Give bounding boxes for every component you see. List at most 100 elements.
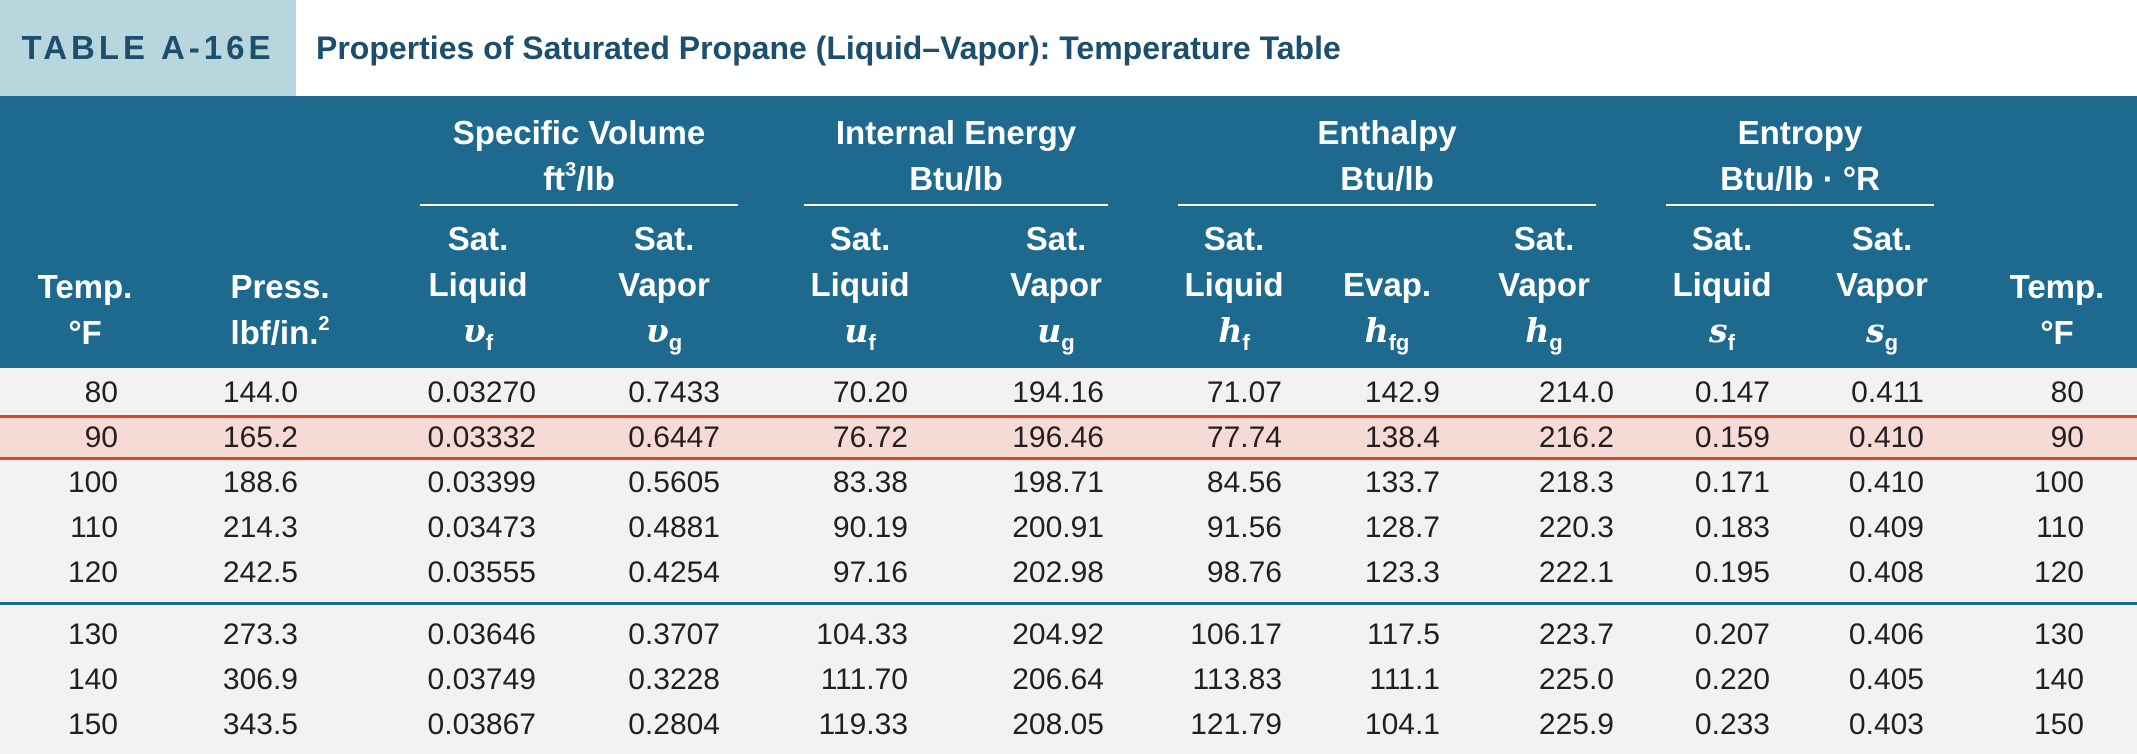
cell-ug: 206.64: [1012, 663, 1104, 696]
table-row: 80 144.0 0.03270 0.7433 70.20 194.16 71.07 142.…: [0, 370, 2137, 415]
cell-vf: 0.03399: [427, 466, 536, 499]
cell-temp: 130: [67, 618, 118, 651]
cell-uf: 83.38: [832, 466, 908, 499]
cell-hfg: 104.1: [1364, 708, 1440, 741]
cell-vg: 0.2804: [628, 708, 720, 741]
cell-ug: 198.71: [1012, 466, 1104, 499]
cell-sg: 0.410: [1848, 466, 1924, 499]
cell-press: 144.0: [222, 376, 298, 409]
cell-hfg: 142.9: [1364, 376, 1440, 409]
cell-hf: 77.74: [1206, 421, 1282, 454]
cell-sf: 0.183: [1694, 511, 1770, 544]
cell-vg: 0.5605: [628, 466, 720, 499]
cell-hf: 91.56: [1206, 511, 1282, 544]
table-row: 120 242.5 0.03555 0.4254 97.16 202.98 98.76 123…: [0, 550, 2137, 595]
header-vg: Sat. Vapor υg: [618, 220, 710, 355]
cell-temp-right: 90: [2050, 421, 2084, 454]
cell-press: 242.5: [222, 556, 298, 589]
group-separator-line: [0, 602, 2137, 605]
cell-hf: 106.17: [1190, 618, 1282, 651]
group-specific-volume: Specific Volume ft3/lb: [452, 114, 706, 197]
cell-press: 273.3: [222, 618, 298, 651]
table-row: 110 214.3 0.03473 0.4881 90.19 200.91 91.56 128…: [0, 505, 2137, 550]
header-temp-right: Temp. °F: [2009, 268, 2105, 351]
header-temp-left: Temp. °F: [37, 268, 133, 351]
cell-hg: 223.7: [1538, 618, 1614, 651]
cell-temp-right: 100: [2033, 466, 2084, 499]
cell-vf: 0.03646: [427, 618, 536, 651]
cell-vf: 0.03270: [427, 376, 536, 409]
cell-temp: 100: [67, 466, 118, 499]
cell-uf: 70.20: [832, 376, 908, 409]
cell-hg: 225.9: [1538, 708, 1614, 741]
cell-hf: 113.83: [1192, 663, 1282, 696]
cell-uf: 76.72: [832, 421, 908, 454]
cell-hg: 218.3: [1538, 466, 1614, 499]
group-line-internal-energy: [804, 204, 1108, 206]
cell-temp-right: 140: [2033, 663, 2084, 696]
header-hfg: Evap. hfg: [1342, 266, 1432, 355]
cell-vg: 0.6447: [628, 421, 720, 454]
table-tag: TABLE A-16E: [0, 0, 296, 96]
cell-sg: 0.410: [1848, 421, 1924, 454]
cell-hg: 214.0: [1538, 376, 1614, 409]
table-row: 90 165.2 0.03332 0.6447 76.72 196.46 77.74 138.…: [0, 415, 2137, 460]
cell-vf: 0.03749: [427, 663, 536, 696]
group-entropy: Entropy Btu/lb · °R: [1720, 114, 1880, 197]
cell-sf: 0.207: [1694, 618, 1770, 651]
cell-ug: 208.05: [1012, 708, 1104, 741]
header-press: Press. lbf/in.2: [230, 268, 330, 351]
cell-sf: 0.233: [1694, 708, 1770, 741]
cell-temp-right: 120: [2033, 556, 2084, 589]
cell-vf: 0.03867: [427, 708, 536, 741]
cell-sg: 0.406: [1848, 618, 1924, 651]
cell-hfg: 111.1: [1369, 663, 1440, 696]
cell-temp: 150: [67, 708, 118, 741]
cell-ug: 200.91: [1012, 511, 1104, 544]
header-vf: Sat. Liquid υf: [428, 220, 528, 355]
cell-press: 214.3: [222, 511, 298, 544]
cell-hg: 216.2: [1538, 421, 1614, 454]
cell-uf: 119.33: [818, 708, 908, 741]
cell-hg: 220.3: [1538, 511, 1614, 544]
cell-sg: 0.403: [1848, 708, 1924, 741]
cell-sg: 0.409: [1848, 511, 1924, 544]
cell-ug: 196.46: [1012, 421, 1104, 454]
cell-temp-right: 80: [2050, 376, 2084, 409]
cell-vg: 0.4881: [628, 511, 720, 544]
group-line-enthalpy: [1178, 204, 1596, 206]
cell-hg: 225.0: [1538, 663, 1614, 696]
header-sf: Sat. Liquid sf: [1672, 220, 1772, 355]
header-hf: Sat. Liquid hf: [1184, 220, 1284, 355]
cell-uf: 97.16: [832, 556, 908, 589]
cell-hfg: 138.4: [1364, 421, 1440, 454]
cell-uf: 104.33: [816, 618, 908, 651]
cell-press: 306.9: [222, 663, 298, 696]
cell-sf: 0.159: [1694, 421, 1770, 454]
cell-vg: 0.7433: [628, 376, 720, 409]
cell-sf: 0.147: [1694, 376, 1770, 409]
table-row: 140 306.9 0.03749 0.3228 111.70 206.64 113.83 1…: [0, 657, 2137, 702]
cell-temp-right: 110: [2036, 511, 2084, 544]
cell-hg: 222.1: [1538, 556, 1614, 589]
cell-ug: 202.98: [1012, 556, 1104, 589]
table-body: 80 144.0 0.03270 0.7433 70.20 194.16 71.07 142.…: [0, 368, 2137, 754]
group-line-entropy: [1666, 204, 1934, 206]
cell-uf: 90.19: [832, 511, 908, 544]
cell-sg: 0.405: [1848, 663, 1924, 696]
cell-ug: 204.92: [1012, 618, 1104, 651]
cell-hfg: 123.3: [1364, 556, 1440, 589]
cell-vg: 0.3707: [628, 618, 720, 651]
table-row: 150 343.5 0.03867 0.2804 119.33 208.05 121.79 1…: [0, 702, 2137, 747]
cell-vg: 0.3228: [628, 663, 720, 696]
cell-vf: 0.03555: [427, 556, 536, 589]
cell-vf: 0.03473: [427, 511, 536, 544]
cell-temp: 140: [67, 663, 118, 696]
table-header: Temp. °F Press. lbf/in.2 Specific Volume…: [0, 96, 2137, 368]
header-sg: Sat. Vapor sg: [1836, 220, 1928, 355]
cell-hf: 121.79: [1190, 708, 1282, 741]
cell-hfg: 128.7: [1364, 511, 1440, 544]
cell-hfg: 133.7: [1364, 466, 1440, 499]
cell-uf: 111.70: [820, 663, 908, 696]
cell-temp: 90: [84, 421, 118, 454]
